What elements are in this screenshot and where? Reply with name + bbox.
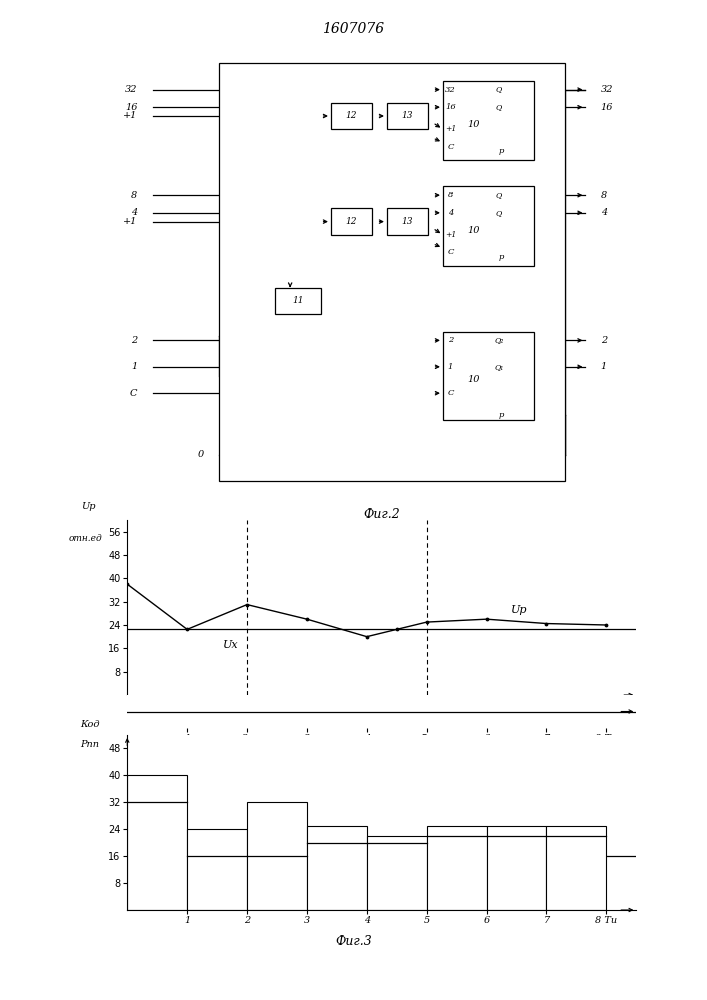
Text: 32: 32 bbox=[125, 85, 137, 94]
Text: 16: 16 bbox=[601, 103, 613, 112]
Bar bbox=[486, 826, 547, 910]
Text: Q: Q bbox=[496, 86, 502, 94]
Text: Q₁: Q₁ bbox=[494, 363, 503, 371]
Text: 2: 2 bbox=[601, 336, 607, 345]
Bar bbox=[307, 826, 367, 910]
Text: C: C bbox=[448, 389, 454, 397]
Text: 12: 12 bbox=[346, 111, 357, 120]
Text: +1: +1 bbox=[445, 231, 456, 239]
Bar bbox=[443, 81, 534, 160]
Text: 13: 13 bbox=[402, 111, 413, 120]
Text: 8: 8 bbox=[132, 191, 137, 200]
Bar bbox=[547, 826, 607, 910]
Text: +1: +1 bbox=[123, 111, 137, 120]
Text: Q: Q bbox=[496, 191, 502, 199]
Text: p: p bbox=[498, 411, 504, 419]
Text: +1: +1 bbox=[445, 125, 456, 133]
Text: 16: 16 bbox=[125, 103, 137, 112]
Text: 1: 1 bbox=[132, 362, 137, 371]
Bar bbox=[443, 186, 534, 266]
Text: 16: 16 bbox=[445, 103, 456, 111]
Text: Q: Q bbox=[496, 103, 502, 111]
Text: 11: 11 bbox=[292, 296, 303, 305]
Text: +1: +1 bbox=[123, 217, 137, 226]
Text: Фиг.2: Фиг.2 bbox=[363, 508, 400, 521]
Text: 8: 8 bbox=[448, 191, 453, 199]
Bar bbox=[443, 332, 534, 420]
Text: C: C bbox=[130, 389, 137, 398]
Text: 1607076: 1607076 bbox=[322, 22, 385, 36]
Text: 4: 4 bbox=[601, 208, 607, 217]
Text: 12: 12 bbox=[346, 217, 357, 226]
Text: 32: 32 bbox=[445, 86, 456, 94]
Text: Up: Up bbox=[81, 502, 96, 511]
Bar bbox=[275, 288, 321, 314]
Text: C: C bbox=[448, 248, 454, 256]
Text: C: C bbox=[448, 143, 454, 151]
Text: 2: 2 bbox=[448, 336, 453, 344]
Text: 8: 8 bbox=[601, 191, 607, 200]
Text: 10: 10 bbox=[467, 375, 479, 384]
Bar bbox=[367, 836, 427, 910]
Text: 10: 10 bbox=[467, 120, 479, 129]
Text: Код: Код bbox=[80, 720, 99, 729]
Text: Q₂: Q₂ bbox=[494, 336, 503, 344]
Text: 1: 1 bbox=[448, 363, 453, 371]
Text: 4: 4 bbox=[448, 209, 453, 217]
Text: 13: 13 bbox=[402, 217, 413, 226]
Bar bbox=[331, 103, 372, 129]
Text: Рпп: Рпп bbox=[81, 740, 99, 749]
Bar bbox=[219, 63, 565, 481]
Bar bbox=[427, 826, 486, 910]
Text: Up: Up bbox=[510, 605, 527, 615]
Text: Q: Q bbox=[496, 209, 502, 217]
Bar bbox=[247, 802, 307, 910]
Text: 10: 10 bbox=[467, 226, 479, 235]
Bar bbox=[387, 103, 428, 129]
Bar bbox=[187, 829, 247, 910]
Text: 2: 2 bbox=[132, 336, 137, 345]
Text: 32: 32 bbox=[601, 85, 613, 94]
Text: Фиг.3: Фиг.3 bbox=[335, 935, 372, 948]
Text: 1: 1 bbox=[601, 362, 607, 371]
Bar bbox=[387, 208, 428, 235]
Text: p: p bbox=[498, 253, 504, 261]
Text: 4: 4 bbox=[132, 208, 137, 217]
Bar bbox=[331, 208, 372, 235]
Bar bbox=[127, 775, 187, 910]
Text: p: p bbox=[498, 147, 504, 155]
Text: Uх: Uх bbox=[223, 640, 239, 650]
Text: отн.ед: отн.ед bbox=[69, 534, 103, 543]
Text: 0: 0 bbox=[197, 450, 204, 459]
